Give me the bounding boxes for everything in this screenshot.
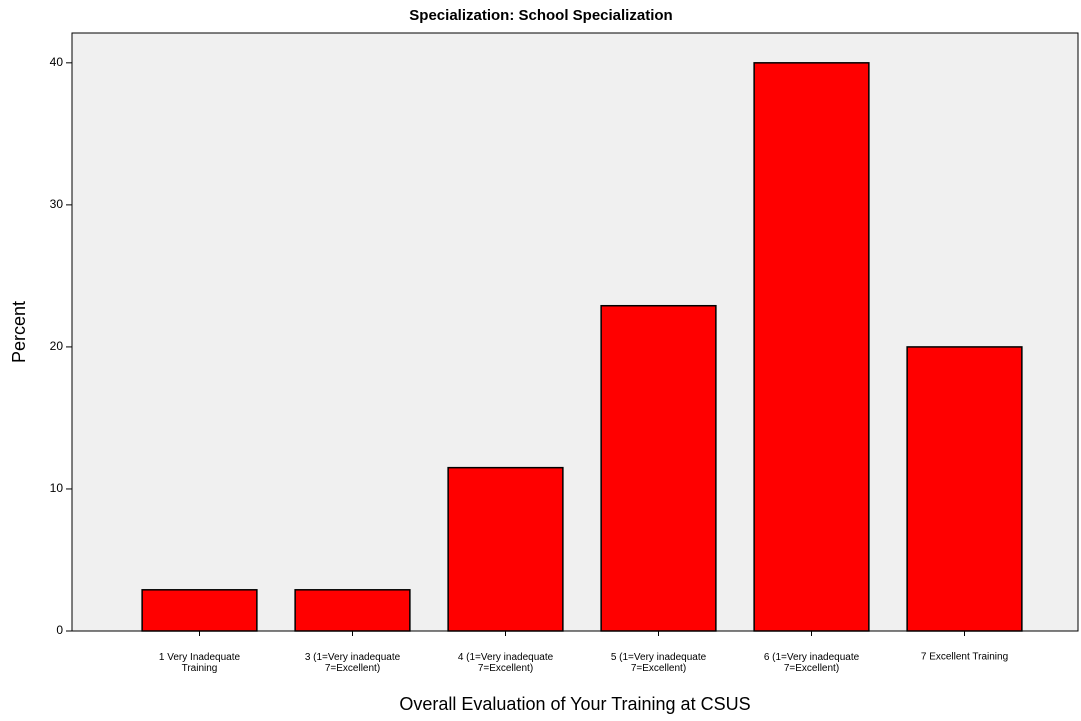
y-tick-label: 30 [50,197,64,211]
chart-title: Specialization: School Specialization [409,7,672,24]
x-tick-label: 5 (1=Very inadequate 7=Excellent) [611,652,707,674]
x-tick-label: 3 (1=Very inadequate 7=Excellent) [305,652,401,674]
x-axis-label: Overall Evaluation of Your Training at C… [399,694,750,714]
x-tick-label: 1 Very Inadequate Training [159,652,241,674]
bar [447,466,564,632]
bar [906,346,1023,632]
y-tick-label: 20 [50,339,64,353]
y-tick-label: 0 [56,623,63,637]
x-tick-label: 6 (1=Very inadequate 7=Excellent) [764,652,860,674]
y-tick-label: 10 [50,481,64,495]
y-tick-label: 40 [50,55,64,69]
bar [294,589,411,632]
bar [141,589,258,632]
bar [600,304,717,632]
bar [753,62,870,632]
y-axis-label: Percent [9,301,29,363]
x-tick-label: 7 Excellent Training [921,652,1008,663]
x-tick-label: 4 (1=Very inadequate 7=Excellent) [458,652,554,674]
